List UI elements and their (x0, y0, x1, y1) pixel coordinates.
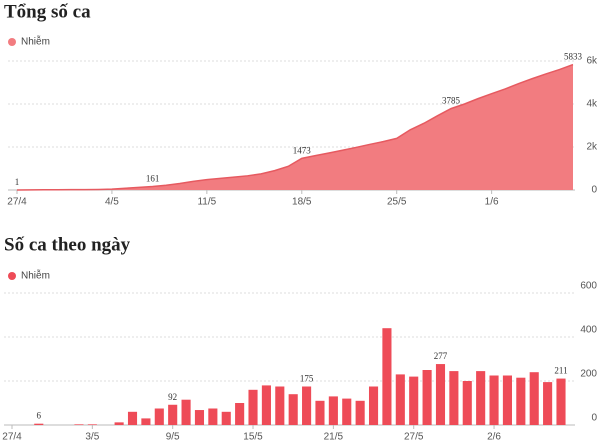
bar (127, 411, 138, 425)
bar (529, 372, 539, 425)
bar (221, 411, 231, 425)
bar (288, 394, 298, 425)
y-tick-label: 400 (580, 325, 597, 336)
bar (462, 381, 472, 425)
y-tick-label: 0 (591, 185, 597, 196)
value-label: 3785 (442, 96, 461, 106)
bar (194, 410, 205, 425)
bar (328, 396, 338, 425)
y-tick-label: 600 (580, 281, 597, 292)
bar (114, 422, 124, 425)
x-tick-label: 3/5 (85, 432, 99, 443)
y-tick-label: 2k (586, 142, 598, 153)
bar (315, 400, 325, 425)
bar (275, 386, 285, 425)
bar (342, 398, 352, 425)
legend-dot (8, 272, 16, 280)
area (17, 64, 573, 190)
legend-dot (8, 38, 16, 46)
bar (409, 376, 419, 425)
bar (141, 418, 151, 425)
value-label: 161 (146, 174, 160, 184)
bar (382, 328, 392, 425)
bar (181, 399, 191, 425)
x-tick-label: 21/5 (324, 432, 344, 443)
value-label: 1 (15, 177, 20, 187)
bar (355, 400, 365, 425)
bar (395, 374, 405, 425)
value-label: 6 (37, 411, 42, 421)
y-tick-label: 4k (586, 99, 598, 110)
legend-label: Nhiễm (21, 35, 50, 48)
bar (235, 403, 245, 425)
y-tick-label: 200 (580, 369, 597, 380)
x-tick-label: 9/5 (166, 432, 180, 443)
x-tick-label: 25/5 (387, 197, 407, 208)
bar (74, 424, 84, 425)
x-tick-label: 27/4 (7, 197, 27, 208)
bar (543, 382, 553, 425)
bar (208, 408, 218, 425)
value-label: 5833 (564, 52, 583, 62)
x-tick-label: 4/5 (105, 197, 119, 208)
value-label: 92 (168, 392, 177, 402)
bar (168, 404, 178, 425)
bar (34, 423, 44, 425)
legend-label: Nhiễm (21, 269, 50, 282)
value-label: 175 (300, 374, 314, 384)
x-tick-label: 27/4 (2, 432, 22, 443)
x-tick-label: 18/5 (292, 197, 312, 208)
y-tick-label: 0 (591, 413, 597, 424)
bar (516, 377, 526, 425)
value-label: 211 (554, 366, 567, 376)
bar (248, 389, 258, 425)
bar (302, 386, 312, 425)
x-tick-label: 2/6 (487, 432, 501, 443)
bar (449, 371, 459, 425)
bar (502, 375, 512, 425)
value-label: 1473 (293, 145, 312, 155)
x-tick-label: 15/5 (243, 432, 263, 443)
x-tick-label: 11/5 (197, 197, 216, 208)
bar (261, 385, 271, 425)
chart-title: Số ca theo ngày (4, 234, 131, 255)
bar (435, 364, 446, 425)
bar (368, 386, 379, 425)
bar (556, 378, 566, 425)
bar (476, 371, 486, 425)
bar (154, 408, 164, 425)
x-tick-label: 1/6 (485, 197, 499, 208)
bar (422, 370, 432, 425)
chart-title: Tổng số ca (4, 1, 91, 22)
bar (489, 375, 499, 425)
y-tick-label: 6k (586, 56, 598, 67)
value-label: 277 (434, 351, 448, 361)
x-tick-label: 27/5 (404, 432, 424, 443)
bar (87, 424, 97, 425)
line (16, 63, 574, 191)
